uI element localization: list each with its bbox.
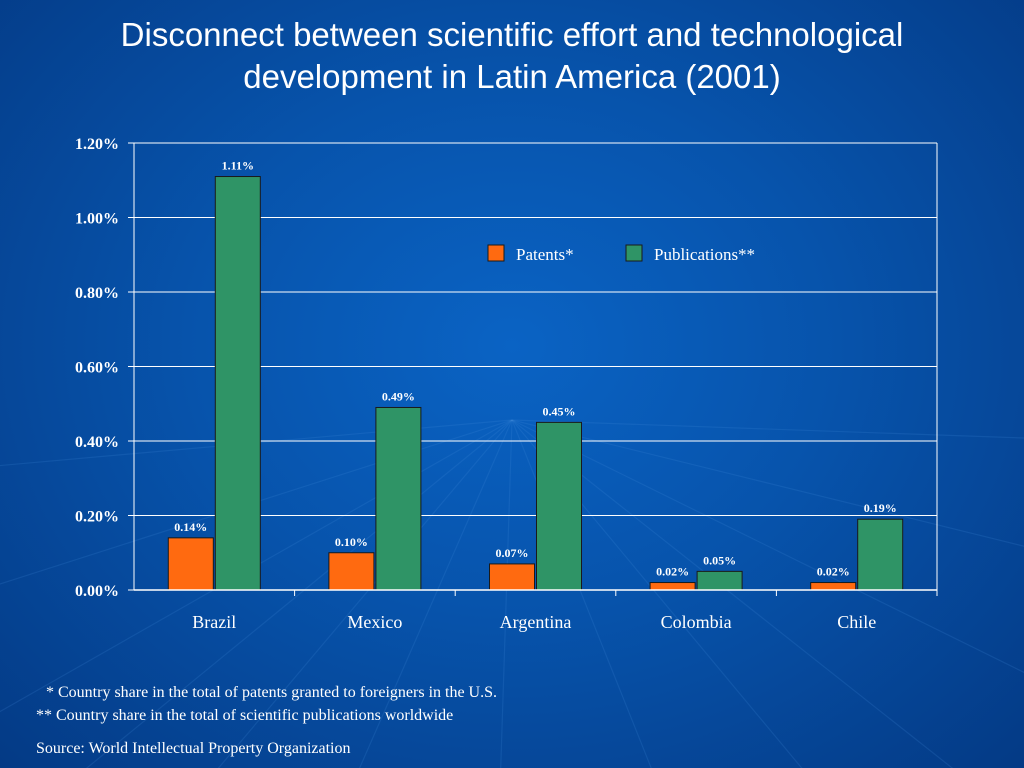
bar-publications (375, 406, 422, 591)
legend-swatch-publications (625, 244, 643, 262)
y-tick-label: 0.80% (75, 285, 119, 302)
data-label: 0.14% (174, 520, 207, 534)
data-label: 0.02% (817, 565, 850, 579)
bar-patents (649, 582, 696, 591)
bar-publications (214, 176, 261, 591)
bar-publications (857, 518, 904, 591)
bar-patents (489, 563, 535, 591)
x-tick-label: Brazil (192, 612, 236, 632)
slide-title: Disconnect between scientific effort and… (40, 14, 984, 98)
x-tick-label: Chile (837, 612, 876, 632)
bar-publications (536, 421, 582, 591)
data-label: 0.45% (543, 404, 576, 418)
bar-patents (167, 537, 214, 591)
data-label: 0.02% (656, 565, 689, 579)
y-tick-label: 0.20% (75, 509, 119, 526)
data-label: 0.19% (864, 501, 897, 515)
data-label: 0.49% (382, 389, 415, 403)
data-label: 0.07% (496, 546, 529, 560)
x-tick-label: Argentina (500, 612, 572, 632)
bar-publications (696, 570, 743, 591)
slide-title-line-1: Disconnect between scientific effort and… (120, 16, 904, 53)
legend-label-publications: Publications** (654, 245, 755, 264)
source-note: Source: World Intellectual Property Orga… (36, 740, 351, 757)
legend-label-patents: Patents* (516, 245, 574, 264)
footnote-patents: * Country share in the total of patents … (46, 684, 498, 701)
bar-patents (328, 552, 375, 591)
footnote-publications: ** Country share in the total of scienti… (36, 707, 454, 724)
x-tick-label: Colombia (661, 612, 732, 632)
x-tick-label: Mexico (347, 612, 402, 632)
y-tick-label: 0.40% (75, 434, 119, 451)
y-tick-label: 0.00% (75, 583, 119, 600)
y-tick-label: 0.60% (75, 360, 119, 377)
legend-swatch-patents (487, 244, 505, 262)
data-label: 1.11% (222, 159, 254, 173)
y-tick-label: 1.00% (75, 211, 119, 228)
y-tick-label: 1.20% (75, 136, 119, 153)
slide-title-line-2: development in Latin America (2001) (243, 58, 781, 95)
bar-patents (810, 582, 857, 591)
data-label: 0.05% (703, 553, 736, 567)
data-label: 0.10% (335, 535, 368, 549)
